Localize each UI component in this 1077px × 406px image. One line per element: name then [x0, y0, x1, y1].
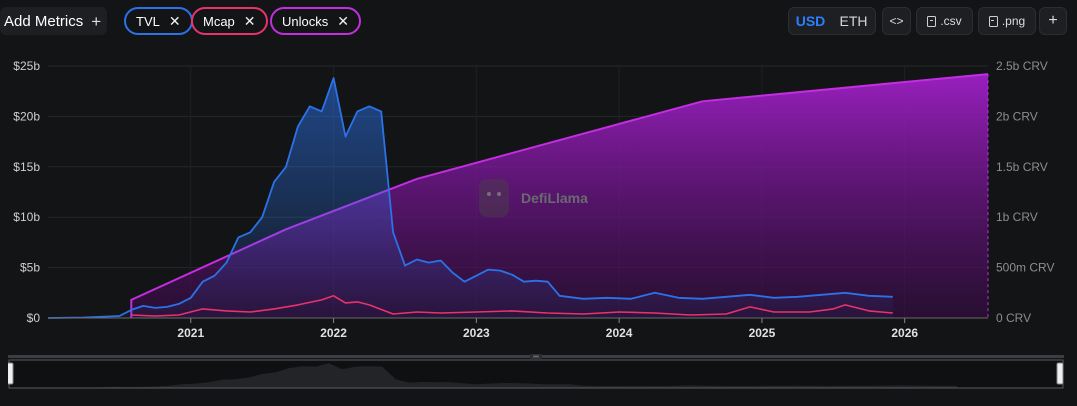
- y-tick-left: $15b: [13, 160, 40, 174]
- csv-label: .csv: [940, 14, 962, 28]
- x-tick-label: 2022: [320, 326, 347, 340]
- code-icon: <>: [889, 14, 904, 28]
- embed-button[interactable]: <>: [882, 7, 911, 35]
- metric-chip-tvl[interactable]: TVL ✕: [124, 7, 193, 35]
- watermark: DefiLlama: [479, 179, 588, 217]
- x-tick-label: 2025: [749, 326, 776, 340]
- chart-area: $0 $5b $10b $15b $20b $25b 0 CRV 500m CRV 1b CRV…: [13, 59, 1054, 340]
- currency-usd-button[interactable]: USD: [795, 13, 826, 29]
- toolbar: Add Metrics + TVL ✕ Mcap ✕ Unlocks ✕ USD…: [0, 0, 1077, 42]
- slider-right-handle[interactable]: [1056, 362, 1064, 385]
- y-tick-right: 1.5b CRV: [996, 160, 1048, 174]
- close-icon[interactable]: ✕: [168, 13, 181, 29]
- currency-toggle: USD ETH: [788, 7, 876, 35]
- y-tick-left: $10b: [13, 210, 40, 224]
- close-icon[interactable]: ✕: [243, 13, 256, 29]
- file-icon: [927, 15, 937, 27]
- download-csv-button[interactable]: .csv: [916, 7, 973, 35]
- plus-icon: +: [1048, 12, 1058, 29]
- slider-center-handle[interactable]: [530, 354, 542, 359]
- slider-left-handle[interactable]: [8, 362, 14, 385]
- add-chart-button[interactable]: +: [1039, 7, 1067, 35]
- slider-window: [8, 360, 1064, 388]
- metric-chip-unlocks[interactable]: Unlocks ✕: [270, 7, 361, 35]
- x-tick-label: 2023: [463, 326, 490, 340]
- y-tick-right: 2.5b CRV: [996, 59, 1048, 73]
- y-tick-left: $20b: [13, 109, 40, 123]
- file-icon: [988, 15, 998, 27]
- tvl-area: [48, 78, 893, 318]
- slider-preview-area: [8, 363, 958, 388]
- metric-chip-label: Unlocks: [282, 13, 329, 29]
- close-icon[interactable]: ✕: [337, 13, 349, 29]
- currency-eth-button[interactable]: ETH: [839, 13, 868, 29]
- add-metrics-label: Add Metrics: [4, 12, 84, 30]
- tvl-line: [47, 77, 893, 319]
- y-tick-right: 2b CRV: [996, 109, 1038, 123]
- range-slider[interactable]: [8, 354, 1064, 390]
- add-metrics-button[interactable]: Add Metrics +: [0, 7, 108, 35]
- y-tick-right: 500m CRV: [996, 261, 1054, 275]
- metric-chip-label: TVL: [136, 13, 160, 29]
- x-tick-label: 2026: [891, 326, 918, 340]
- plus-icon: +: [91, 11, 102, 31]
- y-tick-left: $5b: [20, 261, 40, 275]
- download-png-button[interactable]: .png: [978, 7, 1036, 35]
- y-tick-left: $0: [27, 311, 41, 325]
- mcap-line: [131, 295, 893, 317]
- png-label: .png: [1001, 14, 1026, 28]
- y-tick-right: 0 CRV: [996, 311, 1031, 325]
- mcap-series: [131, 295, 893, 317]
- axes: $0 $5b $10b $15b $20b $25b 0 CRV 500m CRV 1b CRV…: [13, 59, 1054, 340]
- metric-chip-label: Mcap: [203, 13, 235, 29]
- watermark-text: DefiLlama: [521, 190, 588, 206]
- llama-logo-icon: [479, 179, 509, 217]
- x-tick-label: 2024: [606, 326, 633, 340]
- y-tick-right: 1b CRV: [996, 210, 1038, 224]
- metric-chip-mcap[interactable]: Mcap ✕: [191, 7, 268, 35]
- tvl-series: [47, 77, 893, 319]
- y-tick-left: $25b: [13, 59, 40, 73]
- x-tick-label: 2021: [177, 326, 204, 340]
